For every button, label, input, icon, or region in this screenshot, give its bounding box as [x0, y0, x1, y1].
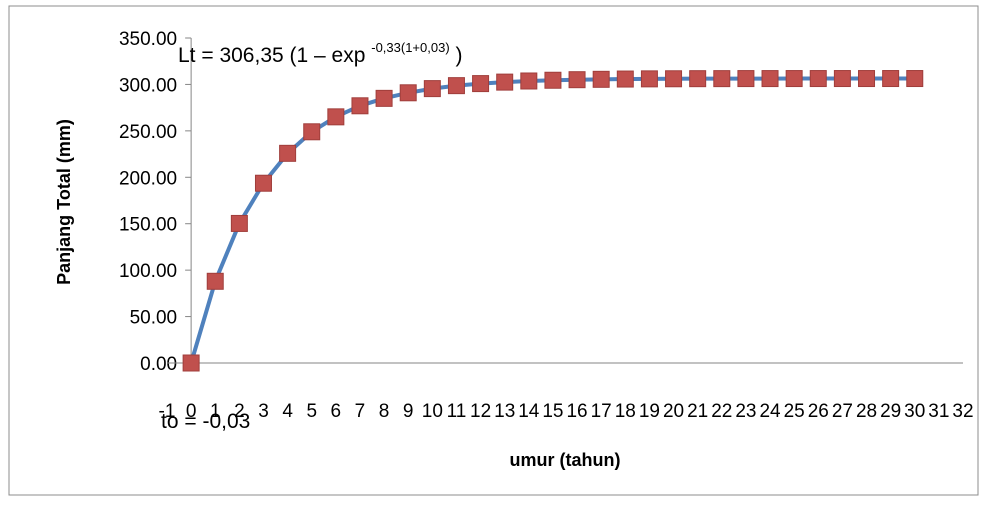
x-tick-label: -1	[159, 401, 176, 422]
data-point	[375, 89, 393, 107]
t0-annotation: to = -0,03	[161, 410, 250, 433]
data-point	[568, 71, 586, 89]
x-tick-label: 28	[856, 401, 877, 422]
x-tick-label: 22	[711, 401, 732, 422]
y-axis-ticks: 0.00 50.00 100.00 150.00 200.00 250.00 300.00 3…	[119, 29, 192, 375]
x-tick-label: 23	[735, 401, 756, 422]
x-tick-label: 29	[880, 401, 901, 422]
x-tick-label: 32	[952, 401, 973, 422]
y-tick-label: 200.00	[119, 168, 177, 189]
data-point	[303, 123, 321, 141]
x-tick-label: 20	[663, 401, 684, 422]
x-tick-label: 12	[470, 401, 491, 422]
y-axis-title: Panjang Total (mm)	[54, 119, 74, 285]
data-point	[279, 144, 297, 162]
data-point	[447, 77, 465, 95]
data-point	[906, 70, 924, 88]
x-tick-label: 16	[566, 401, 587, 422]
y-tick-label: 250.00	[119, 122, 177, 143]
data-point	[640, 70, 658, 88]
data-point	[737, 70, 755, 88]
x-tick-label: 1	[210, 401, 221, 422]
y-tick-label: 350.00	[119, 29, 177, 50]
series-layer	[182, 70, 924, 372]
data-point	[809, 70, 827, 88]
x-tick-label: 10	[422, 401, 443, 422]
data-point	[882, 70, 900, 88]
data-point	[761, 70, 779, 88]
x-tick-label: 27	[832, 401, 853, 422]
data-point	[399, 84, 417, 102]
data-point	[592, 70, 610, 88]
x-tick-label: 19	[639, 401, 660, 422]
data-point	[351, 97, 369, 115]
x-tick-label: 25	[784, 401, 805, 422]
equation-close: )	[456, 44, 463, 67]
x-tick-label: 11	[447, 401, 467, 422]
data-point	[472, 75, 490, 93]
x-tick-label: 3	[258, 401, 269, 422]
equation-annotation: Lt = 306,35 (1 – exp -0,33(1+0,03) )	[178, 34, 463, 67]
x-tick-label: 4	[282, 401, 293, 422]
data-point	[423, 80, 441, 98]
x-tick-label: 9	[403, 401, 414, 422]
data-point	[327, 108, 345, 126]
data-point	[230, 214, 248, 232]
x-tick-label: 26	[808, 401, 829, 422]
data-point	[665, 70, 683, 88]
data-point	[254, 174, 272, 192]
x-tick-label: 30	[904, 401, 925, 422]
x-tick-label: 14	[518, 401, 540, 422]
x-tick-label: 31	[928, 401, 949, 422]
x-tick-label: 6	[331, 401, 342, 422]
data-point	[833, 70, 851, 88]
x-tick-label: 21	[687, 401, 708, 422]
data-point	[520, 72, 538, 90]
equation-superscript: -0,33(1+0,03)	[371, 40, 449, 55]
x-tick-label: 24	[759, 401, 781, 422]
data-point	[616, 70, 634, 88]
data-point	[713, 70, 731, 88]
x-axis-ticks: -1 0 1 2 3 4 5 6 7 8 9 10 11 12 13 14 15 16 17 18 19 20 21 22 23…	[159, 401, 974, 422]
x-tick-label: 13	[494, 401, 515, 422]
y-tick-label: 300.00	[119, 75, 177, 96]
x-tick-label: 2	[234, 401, 245, 422]
x-tick-label: 8	[379, 401, 390, 422]
data-point	[182, 354, 200, 372]
data-point	[206, 272, 224, 290]
x-tick-label: 0	[186, 401, 197, 422]
y-tick-label: 50.00	[130, 308, 178, 329]
equation-main: Lt = 306,35 (1 – exp	[178, 44, 365, 67]
y-tick-label: 100.00	[119, 261, 177, 282]
y-tick-label: 0.00	[140, 354, 177, 375]
x-tick-label: 7	[355, 401, 366, 422]
data-point	[689, 70, 707, 88]
data-point	[858, 70, 876, 88]
data-point	[544, 71, 562, 89]
x-axis-title: umur (tahun)	[510, 450, 621, 470]
data-point	[785, 70, 803, 88]
x-tick-label: 5	[306, 401, 317, 422]
y-tick-label: 150.00	[119, 215, 177, 236]
x-tick-label: 18	[615, 401, 636, 422]
x-tick-label: 15	[542, 401, 563, 422]
x-tick-label: 17	[591, 401, 612, 422]
chart-frame	[8, 5, 979, 496]
data-point	[496, 73, 514, 91]
